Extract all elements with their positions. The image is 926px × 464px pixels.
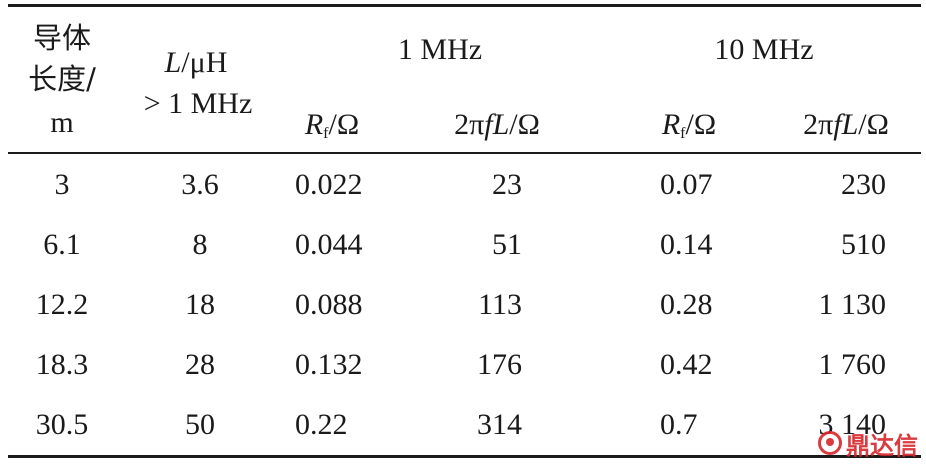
cell-xl1: 113 [478, 288, 522, 321]
cell-rf1: 0.22 [295, 408, 348, 441]
cell-rf1: 0.044 [295, 228, 363, 261]
header-inductance-symbol: L [164, 46, 182, 79]
cell-xl10: 510 [841, 228, 886, 261]
header-freq-10mhz: 10 MHz [714, 33, 814, 66]
table-top-rule [8, 4, 921, 7]
header-rf-10mhz: Rf/Ω [661, 108, 717, 142]
cell-xl1: 51 [492, 228, 522, 261]
cell-rf1: 0.132 [295, 348, 363, 381]
cell-length: 18.3 [35, 348, 89, 381]
cell-length: 6.1 [43, 228, 81, 261]
header-inductance-unit: /μH [181, 46, 228, 79]
header-rf-1mhz: Rf/Ω [304, 108, 360, 142]
header-conductor-line2: 长度/ [28, 62, 96, 96]
cell-l: 50 [185, 408, 215, 441]
cell-rf10: 0.7 [660, 408, 698, 441]
cell-xl1: 176 [477, 348, 522, 381]
cell-l: 18 [185, 288, 215, 321]
cell-length: 3 [54, 168, 70, 201]
watermark-text: 鼎达信 [846, 431, 918, 460]
cell-length: 12.2 [35, 288, 89, 321]
cell-rf10: 0.28 [660, 288, 713, 321]
cell-l: 3.6 [181, 168, 219, 201]
header-inductance-condition: > 1 MHz [143, 87, 253, 120]
cell-rf1: 0.088 [295, 288, 363, 321]
cell-rf10: 0.14 [660, 228, 713, 261]
cell-xl1: 23 [492, 168, 522, 201]
header-conductor-line1: 导体 [32, 21, 92, 55]
header-inductance: L/μH [165, 46, 228, 80]
header-reactance-10mhz: 2πfL/Ω [803, 108, 889, 141]
cell-length: 30.5 [35, 408, 89, 441]
header-bottom-rule [8, 152, 921, 154]
cell-xl10: 230 [841, 168, 886, 201]
cell-rf10: 0.42 [660, 348, 713, 381]
cell-xl10: 1 130 [818, 288, 887, 321]
table-bottom-rule [8, 455, 921, 458]
header-conductor-unit: m [50, 106, 74, 139]
watermark-logo: 鼎达信 [818, 428, 918, 460]
cell-l: 8 [192, 228, 208, 261]
brand-logo-icon [818, 431, 842, 455]
header-freq-1mhz: 1 MHz [397, 33, 483, 66]
header-reactance-1mhz: 2πfL/Ω [454, 108, 540, 141]
cell-l: 28 [185, 348, 215, 381]
cell-xl10: 1 760 [818, 348, 887, 381]
cell-rf1: 0.022 [295, 168, 363, 201]
cell-xl1: 314 [477, 408, 522, 441]
cell-rf10: 0.07 [660, 168, 713, 201]
